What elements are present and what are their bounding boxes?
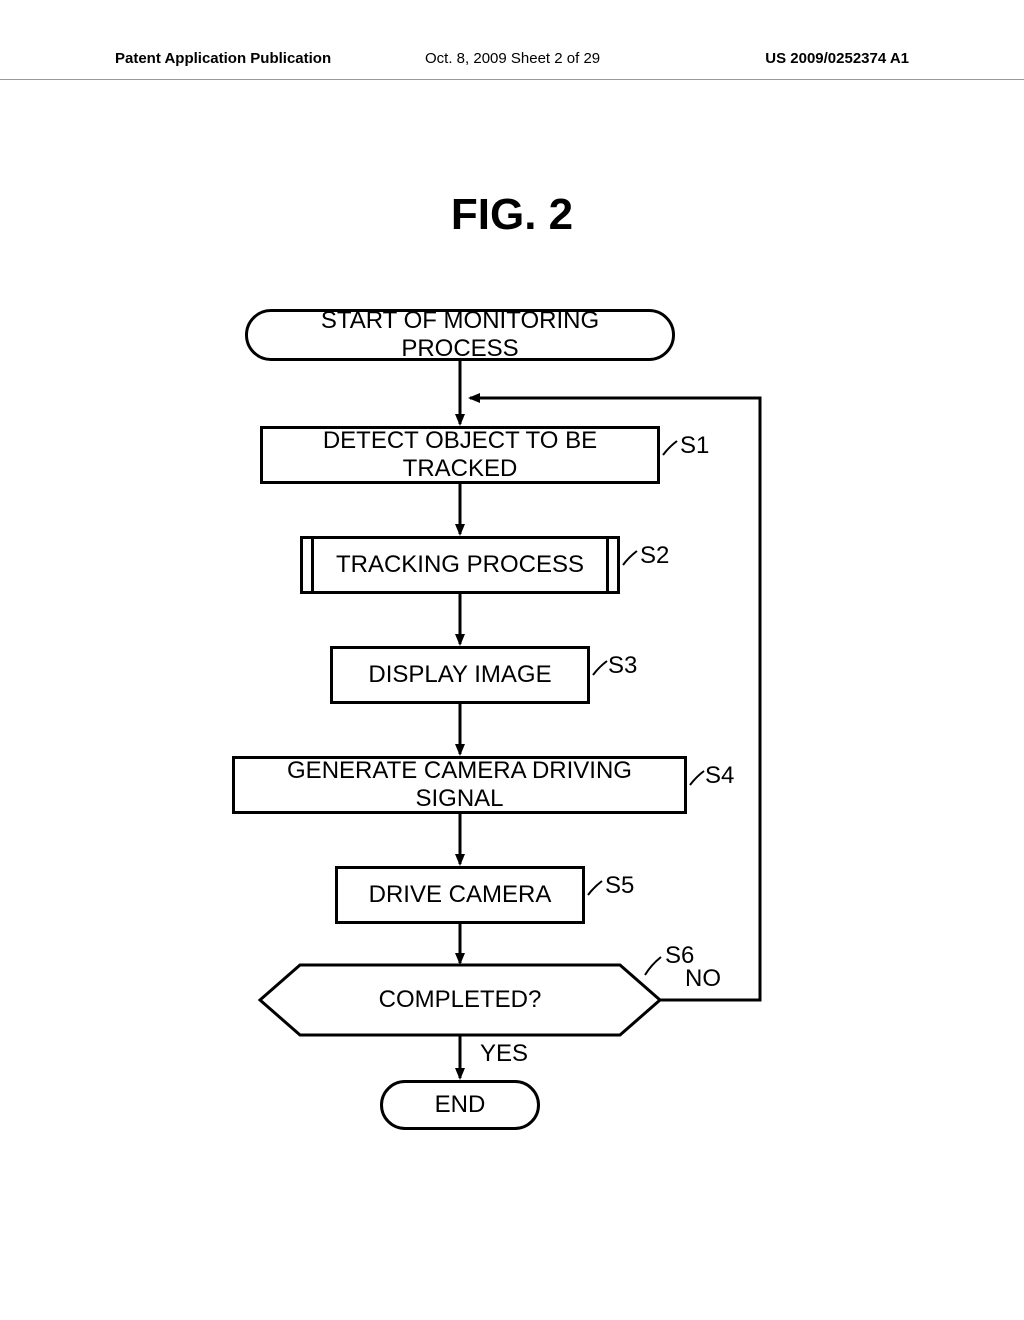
step-label-s5: S5	[605, 872, 634, 900]
node-s5: DRIVE CAMERA	[335, 866, 585, 924]
node-end: END	[380, 1080, 540, 1130]
step-label-s1: S1	[680, 432, 709, 460]
node-s4: GENERATE CAMERA DRIVING SIGNAL	[232, 756, 687, 814]
node-end-label: END	[435, 1091, 486, 1119]
node-s5-label: DRIVE CAMERA	[369, 881, 552, 909]
node-start: START OF MONITORING PROCESS	[245, 309, 675, 361]
edge-label-yes: YES	[480, 1040, 528, 1068]
node-start-label: START OF MONITORING PROCESS	[264, 307, 656, 363]
node-s2: TRACKING PROCESS	[300, 536, 620, 594]
node-s2-label: TRACKING PROCESS	[336, 551, 584, 579]
step-label-s4: S4	[705, 762, 734, 790]
flowchart: START OF MONITORING PROCESS DETECT OBJEC…	[0, 0, 1024, 1320]
edge-label-no: NO	[685, 965, 721, 993]
node-s4-label: GENERATE CAMERA DRIVING SIGNAL	[251, 757, 668, 813]
node-s3-label: DISPLAY IMAGE	[368, 661, 551, 689]
node-s1-label: DETECT OBJECT TO BE TRACKED	[279, 427, 641, 483]
node-s1: DETECT OBJECT TO BE TRACKED	[260, 426, 660, 484]
node-s6: COMPLETED?	[260, 965, 660, 1035]
node-s6-label: COMPLETED?	[260, 986, 660, 1014]
step-label-s3: S3	[608, 652, 637, 680]
step-label-s2: S2	[640, 542, 669, 570]
node-s3: DISPLAY IMAGE	[330, 646, 590, 704]
